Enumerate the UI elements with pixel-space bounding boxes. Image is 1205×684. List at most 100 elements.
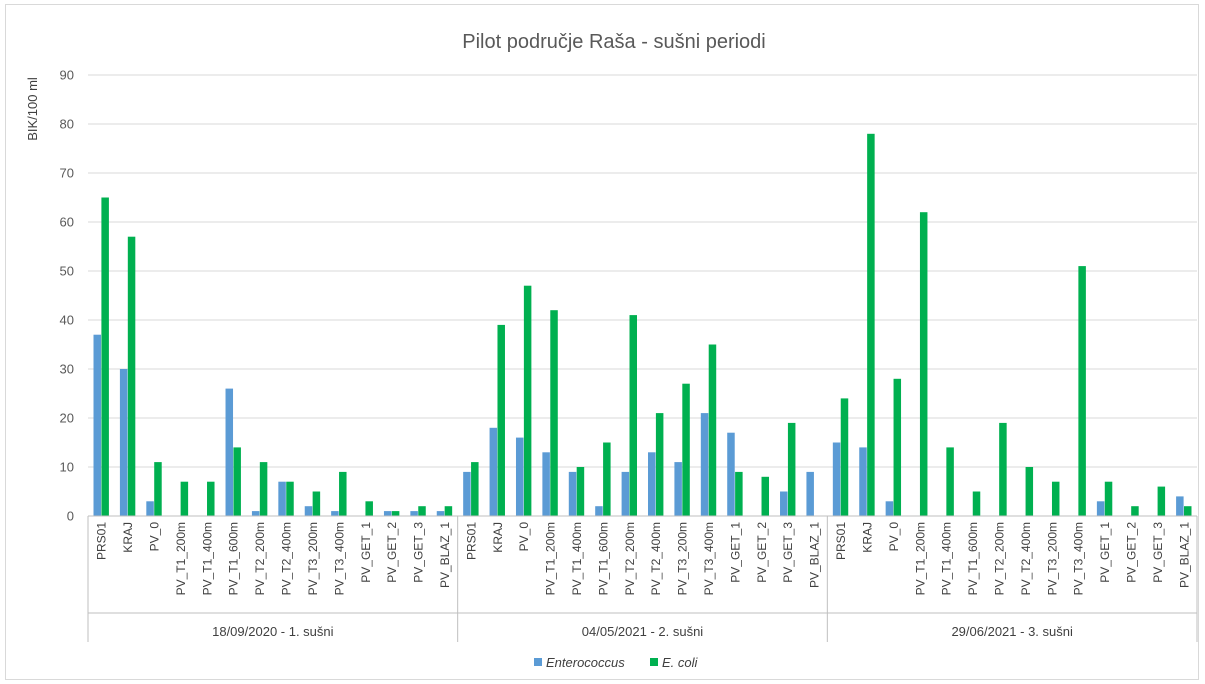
bar-e-coli (444, 506, 453, 516)
bar-e-coli (867, 133, 875, 517)
bar-enterococcus (621, 471, 630, 516)
bar-e-coli (655, 413, 664, 516)
category-label: PV_T3_200m (1045, 522, 1059, 595)
bar-e-coli (233, 447, 241, 516)
group-label: 18/09/2020 - 1. sušni (212, 624, 334, 639)
category-label: PV_GET_1 (359, 522, 373, 583)
bar-e-coli (682, 383, 690, 516)
category-label: PV_BLAZ_1 (1177, 522, 1191, 588)
bar-enterococcus (515, 437, 524, 516)
bar-e-coli (629, 315, 637, 516)
bar-e-coli (339, 471, 347, 516)
y-tick-label: 20 (60, 411, 74, 426)
category-label: PV_GET_2 (1124, 522, 1138, 583)
category-label: KRAJ (860, 522, 874, 553)
bar-enterococcus (595, 506, 603, 516)
bar-e-coli (391, 511, 400, 516)
legend-swatch (534, 658, 542, 666)
bar-enterococcus (568, 471, 577, 516)
bar-e-coli (418, 506, 426, 516)
bar-enterococcus (383, 511, 392, 516)
bar-e-coli (946, 447, 954, 516)
category-label: PV_T1_400m (570, 522, 584, 595)
bar-enterococcus (700, 413, 709, 516)
category-label: PRS01 (95, 522, 109, 560)
bar-e-coli (127, 236, 136, 516)
bar-enterococcus (542, 452, 550, 516)
legend-label: Enterococcus (546, 655, 625, 670)
bar-e-coli (761, 476, 770, 516)
legend-label: E. coli (662, 655, 699, 670)
category-label: PV_T1_200m (174, 522, 188, 595)
bar-enterococcus (648, 452, 656, 516)
bar-e-coli (471, 462, 479, 516)
bar-e-coli (207, 481, 215, 516)
bar-e-coli (972, 491, 981, 516)
category-label: PV_T3_200m (676, 522, 690, 595)
category-label: PRS01 (834, 522, 848, 560)
category-label: PV_GET_2 (385, 522, 399, 583)
bar-e-coli (708, 344, 717, 516)
y-tick-label: 0 (67, 509, 74, 524)
category-label: PV_T2_200m (623, 522, 637, 595)
category-label: PV_GET_1 (1098, 522, 1112, 583)
category-label: PV_BLAZ_1 (438, 522, 452, 588)
category-label: PV_T2_200m (992, 522, 1006, 595)
bar-enterococcus (832, 442, 841, 516)
category-label: PV_T1_400m (200, 522, 214, 595)
bar-enterococcus (410, 511, 418, 516)
category-label: PV_T1_600m (596, 522, 610, 595)
category-label: PV_0 (148, 522, 162, 552)
bar-e-coli (1025, 467, 1034, 516)
bar-enterococcus (119, 369, 128, 516)
category-label: PV_T3_400m (332, 522, 346, 595)
category-label: PV_GET_3 (781, 522, 795, 583)
bar-e-coli (840, 398, 849, 516)
bar-e-coli (101, 197, 109, 516)
category-label: PV_0 (517, 522, 531, 552)
bar-e-coli (1051, 481, 1060, 516)
bar-e-coli (497, 324, 505, 516)
bar-e-coli (603, 442, 611, 516)
bar-e-coli (1104, 481, 1113, 516)
bar-enterococcus (331, 511, 339, 516)
bar-enterococcus (463, 471, 471, 516)
bar-e-coli (919, 212, 928, 516)
category-label: KRAJ (121, 522, 135, 553)
bar-enterococcus (806, 471, 814, 516)
group-label: 04/05/2021 - 2. sušni (582, 624, 704, 639)
bar-enterococcus (93, 334, 102, 516)
bar-e-coli (312, 491, 321, 516)
category-label: PV_GET_3 (412, 522, 426, 583)
bar-e-coli (154, 462, 162, 516)
bar-enterococcus (859, 447, 867, 516)
y-tick-label: 90 (60, 68, 74, 83)
category-label: PV_T1_400m (940, 522, 954, 595)
y-tick-label: 40 (60, 313, 74, 328)
bar-e-coli (735, 471, 743, 516)
bar-enterococcus (225, 388, 234, 516)
group-label: 29/06/2021 - 3. sušni (951, 624, 1073, 639)
category-label: PV_GET_3 (1151, 522, 1165, 583)
category-label: PV_T2_200m (253, 522, 267, 595)
bar-enterococcus (146, 501, 154, 516)
bar-enterococcus (304, 506, 313, 516)
bar-e-coli (365, 501, 373, 516)
category-label: PV_T1_200m (913, 522, 927, 595)
bar-e-coli (893, 378, 902, 516)
y-tick-label: 50 (60, 264, 74, 279)
category-label: PV_GET_2 (755, 522, 769, 583)
y-tick-label: 10 (60, 460, 74, 475)
bar-e-coli (259, 462, 268, 516)
y-tick-label: 60 (60, 215, 74, 230)
bar-enterococcus (1096, 501, 1105, 516)
category-label: PV_0 (887, 522, 901, 552)
bar-enterococcus (1176, 496, 1184, 516)
bar-e-coli (523, 285, 532, 516)
bar-enterococcus (251, 511, 260, 516)
category-label: KRAJ (491, 522, 505, 553)
bar-e-coli (787, 422, 796, 516)
category-label: PV_T3_400m (702, 522, 716, 595)
category-label: PV_T2_400m (649, 522, 663, 595)
bar-enterococcus (674, 462, 682, 516)
